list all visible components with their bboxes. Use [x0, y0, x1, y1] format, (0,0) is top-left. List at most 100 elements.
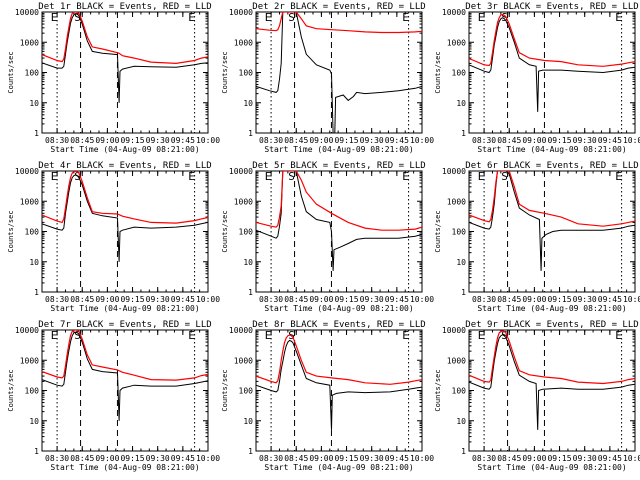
y-tick-label: 100 [452, 228, 467, 237]
x-tick-label: 09:45 [171, 295, 195, 304]
event-marker-label: S [74, 329, 81, 342]
panel-title: Det 3r BLACK = Events, RED = LLD [465, 2, 638, 12]
x-tick-label: 08:30 [259, 295, 283, 304]
y-tick-label: 10000 [442, 326, 466, 335]
lld-series-line [256, 171, 422, 231]
y-tick-label: 100 [239, 69, 254, 78]
y-tick-label: 10000 [442, 167, 466, 176]
event-marker-label: E [265, 170, 272, 183]
y-tick-label: 10 [243, 99, 253, 108]
x-tick-label: 08:45 [284, 295, 308, 304]
y-tick-label: 1 [461, 447, 466, 456]
panel-title: Det 1r BLACK = Events, RED = LLD [38, 2, 211, 12]
event-marker-label: E [51, 170, 58, 183]
plot-frame [468, 11, 636, 134]
y-tick-label: 10000 [15, 167, 39, 176]
plot-frame [41, 11, 209, 134]
y-tick-label: 100 [239, 228, 254, 237]
event-marker-label: E [188, 329, 195, 342]
chart-panel: Det 4r BLACK = Events, RED = LLD 1 10 100 10… [7, 161, 220, 313]
x-tick-label: 09:30 [573, 454, 597, 463]
x-tick-label: 08:45 [497, 136, 521, 145]
x-tick-label: 09:30 [360, 136, 384, 145]
y-tick-label: 10 [456, 99, 466, 108]
y-tick-label: 1000 [447, 356, 466, 365]
y-axis-label: Counts/sec [7, 51, 15, 93]
chart-panel: Det 5r BLACK = Events, RED = LLD 1 10 100 10… [221, 161, 434, 313]
plot-frame [255, 170, 423, 293]
x-tick-label: 09:15 [334, 295, 358, 304]
event-marker-label: E [402, 170, 409, 183]
chart-panel: Det 2r BLACK = Events, RED = LLD 1 10 100 10… [221, 2, 434, 154]
x-tick-label: 09:30 [146, 136, 170, 145]
x-tick-label: 09:15 [120, 295, 144, 304]
x-axis-label: Start Time (04-Aug-09 08:21:00) [50, 304, 199, 313]
event-marker-label: E [478, 329, 485, 342]
chart-panel: Det 9r BLACK = Events, RED = LLD 1 10 100 10… [434, 320, 640, 472]
y-tick-label: 10000 [229, 167, 253, 176]
events-series-line [256, 12, 422, 133]
y-tick-label: 1000 [447, 38, 466, 47]
x-tick-label: 09:30 [146, 454, 170, 463]
x-tick-label: 10:00 [410, 454, 434, 463]
x-tick-label: 09:00 [522, 454, 546, 463]
x-tick-label: 09:00 [522, 295, 546, 304]
plot-frame [468, 329, 636, 452]
y-tick-label: 10000 [229, 326, 253, 335]
events-series-line [42, 331, 208, 421]
events-series-line [42, 13, 208, 103]
lld-series-line [256, 334, 422, 385]
x-tick-label: 09:15 [120, 454, 144, 463]
chart-panel: Det 6r BLACK = Events, RED = LLD 1 10 100 10… [434, 161, 640, 313]
x-tick-label: 09:00 [522, 136, 546, 145]
x-tick-label: 10:00 [196, 295, 220, 304]
x-tick-label: 09:15 [334, 454, 358, 463]
y-tick-label: 10000 [229, 8, 253, 17]
x-tick-label: 08:45 [70, 136, 94, 145]
lld-series-line [42, 171, 208, 224]
x-tick-label: 09:00 [309, 136, 333, 145]
y-tick-label: 1 [34, 447, 39, 456]
x-tick-label: 09:45 [385, 295, 409, 304]
y-tick-label: 1000 [234, 38, 253, 47]
x-tick-label: 08:30 [45, 136, 69, 145]
y-axis-label: Counts/sec [221, 210, 229, 252]
y-tick-label: 1000 [20, 197, 39, 206]
lld-series-line [469, 171, 635, 227]
y-tick-label: 1000 [234, 356, 253, 365]
panel-title: Det 7r BLACK = Events, RED = LLD [38, 320, 211, 330]
x-tick-label: 09:30 [146, 295, 170, 304]
x-tick-label: 09:30 [360, 295, 384, 304]
y-tick-label: 10 [243, 417, 253, 426]
event-marker-label: E [615, 11, 622, 24]
y-tick-label: 1 [461, 129, 466, 138]
y-axis-label: Counts/sec [434, 51, 442, 93]
events-series-line [42, 174, 208, 262]
plot-frame [41, 170, 209, 293]
x-tick-label: 09:00 [95, 136, 119, 145]
events-series-line [469, 334, 635, 430]
event-marker-label: E [615, 329, 622, 342]
y-tick-label: 100 [239, 387, 254, 396]
x-tick-label: 09:15 [547, 295, 571, 304]
event-marker-label: E [478, 170, 485, 183]
event-marker-label: E [265, 11, 272, 24]
x-tick-label: 10:00 [410, 295, 434, 304]
x-tick-label: 10:00 [196, 454, 220, 463]
x-tick-label: 09:45 [171, 454, 195, 463]
x-tick-label: 09:30 [573, 295, 597, 304]
lld-series-line [42, 12, 208, 65]
panel-title: Det 5r BLACK = Events, RED = LLD [252, 161, 425, 171]
y-tick-label: 10000 [15, 326, 39, 335]
panel-title: Det 8r BLACK = Events, RED = LLD [252, 320, 425, 330]
x-tick-label: 08:30 [45, 454, 69, 463]
panel-title: Det 9r BLACK = Events, RED = LLD [465, 320, 638, 330]
x-tick-label: 10:00 [623, 454, 640, 463]
event-marker-label: S [74, 11, 81, 24]
event-marker-label: E [51, 329, 58, 342]
x-tick-label: 08:45 [497, 295, 521, 304]
y-tick-label: 100 [452, 387, 467, 396]
x-tick-label: 08:30 [259, 136, 283, 145]
lld-series-line [469, 330, 635, 385]
